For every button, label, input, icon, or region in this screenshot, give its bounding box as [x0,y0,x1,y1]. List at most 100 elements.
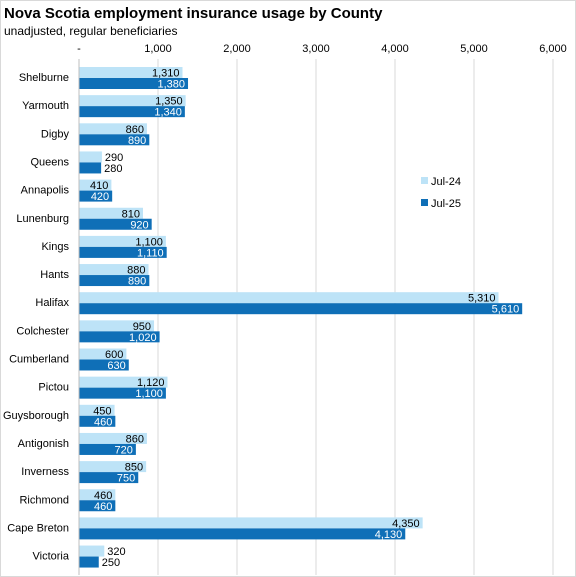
category-label: Digby [41,128,70,140]
data-label: 600 [105,349,123,361]
data-label: 1,120 [137,377,165,389]
data-label: 410 [90,180,108,192]
data-label: 850 [125,462,143,474]
category-label: Cape Breton [7,522,69,534]
data-label: 750 [117,473,135,485]
bar-jul-25 [79,556,99,568]
bar-jul-25 [79,190,113,202]
category-label: Inverness [21,466,69,478]
data-label: 460 [94,490,112,502]
category-label: Colchester [16,325,69,337]
bar-jul-24 [79,207,143,219]
data-label: 1,350 [155,96,183,108]
bar-jul-24 [79,376,168,388]
category-label: Queens [30,156,69,168]
data-label: 720 [115,444,133,456]
bar-jul-24 [79,123,147,135]
bar-jul-24 [79,404,115,416]
bar-jul-25 [79,415,116,427]
category-label: Richmond [19,494,69,506]
category-label: Kings [41,241,69,253]
category-label: Halifax [35,297,69,309]
bar-jul-25 [79,78,189,89]
data-label: 460 [94,416,112,428]
category-label: Hants [40,269,69,281]
data-label: 420 [91,191,109,203]
legend-label: Jul-25 [431,198,461,210]
bar-jul-25 [79,134,150,146]
x-tick-label: 6,000 [539,43,567,55]
data-label: 450 [93,405,111,417]
data-label: 880 [127,265,145,277]
category-label: Shelburne [19,72,69,84]
chart-subtitle: unadjusted, regular beneficiaries [4,24,178,38]
data-label: 250 [102,557,120,569]
data-label: 1,020 [129,332,157,344]
bar-jul-24 [79,432,147,444]
data-label: 1,340 [154,107,182,119]
data-label: 460 [94,501,112,513]
data-label: 1,380 [157,79,185,91]
x-tick-label: 3,000 [302,43,330,55]
bar-jul-25 [79,218,152,230]
x-tick-label: - [77,43,81,55]
category-label: Cumberland [9,354,69,366]
category-label: Lunenburg [16,213,69,225]
x-tick-label: 5,000 [460,43,488,55]
category-label: Yarmouth [22,100,69,112]
data-label: 320 [107,546,125,558]
data-label: 1,100 [135,236,163,248]
data-label: 920 [130,219,148,231]
category-label: Annapolis [21,185,70,197]
bar-jul-24 [79,95,186,107]
bar-jul-25 [79,106,185,118]
bar-jul-24 [79,292,499,304]
bar-jul-25 [79,472,139,484]
data-label: 860 [126,124,144,136]
x-tick-label: 2,000 [223,43,251,55]
data-label: 290 [105,152,123,164]
data-label: 280 [104,163,122,175]
bar-jul-25 [79,246,167,258]
data-label: 1,310 [152,68,180,80]
bar-jul-24 [79,67,183,78]
bar-jul-24 [79,264,149,276]
data-label: 1,110 [137,247,164,259]
data-label: 5,610 [492,304,520,316]
data-label: 5,310 [468,293,496,305]
category-label: Pictou [38,382,69,394]
x-tick-label: 4,000 [381,43,409,55]
data-label: 4,130 [375,529,403,541]
data-label: 4,350 [392,518,420,530]
bar-jul-25 [79,331,160,343]
category-label: Victoria [33,551,70,563]
category-label: Antigonish [18,438,69,450]
data-label: 890 [128,276,146,288]
data-label: 860 [126,433,144,445]
chart-title: Nova Scotia employment insurance usage b… [4,5,383,22]
legend-label: Jul-24 [431,176,461,188]
x-tick-label: 1,000 [144,43,172,55]
bar-jul-25 [79,275,150,287]
legend-swatch-jul-24 [421,177,428,184]
bar-jul-24 [79,348,127,360]
bar-jul-24 [79,320,155,332]
data-label: 890 [128,135,146,147]
bar-jul-25 [79,303,523,315]
bar-jul-24 [79,489,116,501]
bar-jul-25 [79,528,406,540]
legend-swatch-jul-25 [421,199,428,206]
category-label: Guysborough [3,410,69,422]
bar-jul-24 [79,461,147,473]
bar-jul-25 [79,359,129,371]
data-label: 1,100 [135,388,163,400]
bar-jul-24 [79,179,112,191]
bar-jul-24 [79,517,423,529]
bar-jul-25 [79,443,136,455]
data-label: 630 [107,360,125,372]
bar-jul-25 [79,387,166,399]
bar-jul-24 [79,151,102,163]
bar-jul-24 [79,545,105,557]
